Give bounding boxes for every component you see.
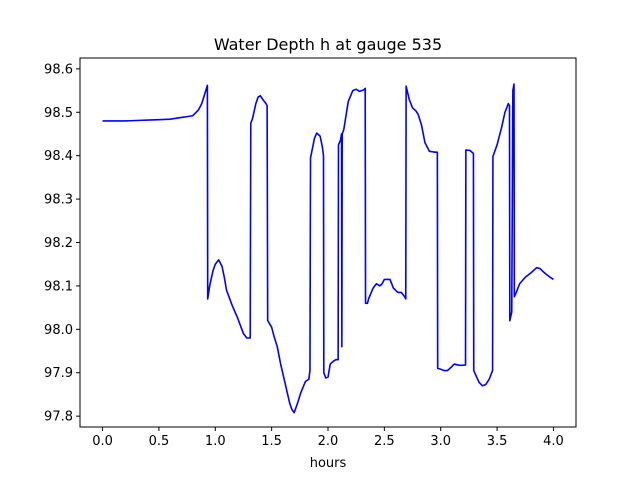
x-tick-label: 0.5 bbox=[149, 434, 170, 449]
x-tick-label: 1.5 bbox=[261, 434, 282, 449]
y-tick-label: 98.2 bbox=[44, 236, 73, 251]
y-tick-label: 98.1 bbox=[44, 279, 73, 294]
x-axis-label: hours bbox=[310, 456, 347, 471]
x-tick-label: 4.0 bbox=[543, 434, 564, 449]
y-tick-label: 98.6 bbox=[44, 62, 73, 77]
x-tick-label: 2.5 bbox=[374, 434, 395, 449]
y-tick-label: 97.9 bbox=[44, 366, 73, 381]
x-axis: 0.0 0.5 1.0 1.5 2.0 2.5 3.0 3.5 4.0 bbox=[92, 427, 564, 449]
plot-frame bbox=[79, 57, 577, 428]
x-tick-label: 1.0 bbox=[205, 434, 226, 449]
plot-area bbox=[79, 57, 577, 428]
x-tick-label: 2.0 bbox=[318, 434, 339, 449]
y-tick-label: 98.5 bbox=[44, 106, 73, 121]
x-tick-label: 0.0 bbox=[92, 434, 113, 449]
x-tick-label: 3.5 bbox=[487, 434, 508, 449]
y-axis: 97.8 97.9 98.0 98.1 98.2 98.3 98.4 98.5 98.6 bbox=[44, 62, 80, 425]
series-line bbox=[102, 83, 554, 414]
x-tick-label: 3.0 bbox=[430, 434, 451, 449]
y-tick-label: 98.3 bbox=[44, 193, 73, 208]
y-tick-label: 97.8 bbox=[44, 410, 73, 425]
y-tick-label: 98.4 bbox=[44, 149, 73, 164]
y-tick-label: 98.0 bbox=[44, 323, 73, 338]
chart-title: Water Depth h at gauge 535 bbox=[214, 35, 442, 54]
